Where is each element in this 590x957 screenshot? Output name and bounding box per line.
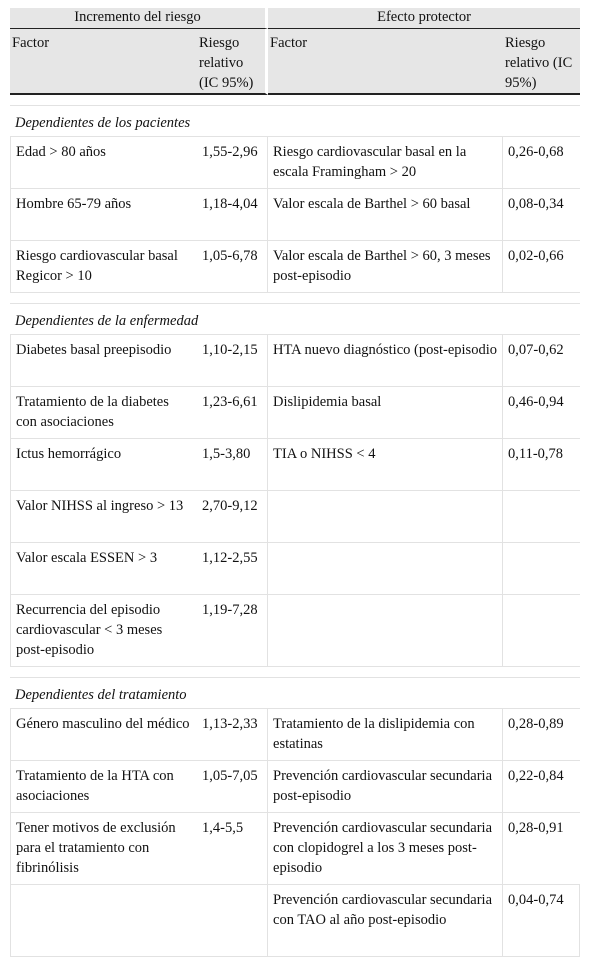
table-row: Valor NIHSS al ingreso > 13 2,70-9,12 <box>10 491 581 543</box>
risk-factor: Tratamiento de la HTA con asociaciones <box>10 761 197 813</box>
risk-rr: 1,4-5,5 <box>197 813 269 885</box>
protective-factor <box>268 595 504 667</box>
risk-rr: 2,70-9,12 <box>197 491 269 543</box>
protective-rr: 0,22-0,84 <box>503 761 581 813</box>
risk-factor: Tener motivos de exclusión para el trata… <box>10 813 197 885</box>
protective-factor: Prevención cardiovascular secundaria pos… <box>268 761 504 813</box>
protective-rr <box>503 491 581 543</box>
table-row: Ictus hemorrágico 1,5-3,80 TIA o NIHSS <… <box>10 439 581 491</box>
protective-factor: Dislipidemia basal <box>268 387 504 439</box>
table-row: Diabetes basal preepisodio 1,10-2,15 HTA… <box>10 335 581 387</box>
risk-factor: Hombre 65-79 años <box>10 189 197 241</box>
table-row: Riesgo cardiovascular basal Regicor > 10… <box>10 241 581 293</box>
group-header-protective: Efecto protector <box>268 8 581 29</box>
table-row: Género masculino del médico 1,13-2,33 Tr… <box>10 709 581 761</box>
protective-rr: 0,11-0,78 <box>503 439 581 491</box>
section-title: Dependientes de la enfermedad <box>10 304 581 335</box>
spacer-row <box>10 293 581 304</box>
protective-rr: 0,02-0,66 <box>503 241 581 293</box>
protective-factor: Valor escala de Barthel > 60, 3 meses po… <box>268 241 504 293</box>
group-header-row: Incremento del riesgo Efecto protector <box>10 8 581 29</box>
column-header-factor-right: Factor <box>268 29 504 95</box>
protective-rr: 0,07-0,62 <box>503 335 581 387</box>
section-row: Dependientes de la enfermedad <box>10 304 581 335</box>
protective-factor <box>268 543 504 595</box>
column-header-rr-right: Riesgo relativo (IC 95%) <box>503 29 581 95</box>
protective-factor: Tratamiento de la dislipidemia con estat… <box>268 709 504 761</box>
risk-rr: 1,10-2,15 <box>197 335 269 387</box>
protective-factor: Valor escala de Barthel > 60 basal <box>268 189 504 241</box>
table-row: Hombre 65-79 años 1,18-4,04 Valor escala… <box>10 189 581 241</box>
risk-factor: Valor escala ESSEN > 3 <box>10 543 197 595</box>
risk-factor <box>10 885 197 957</box>
spacer-row <box>10 95 581 106</box>
section-row: Dependientes del tratamiento <box>10 678 581 709</box>
table-row: Prevención cardiovascular secundaria con… <box>10 885 581 957</box>
risk-rr: 1,12-2,55 <box>197 543 269 595</box>
risk-rr: 1,19-7,28 <box>197 595 269 667</box>
risk-rr: 1,13-2,33 <box>197 709 269 761</box>
protective-rr <box>503 543 581 595</box>
protective-rr: 0,28-0,91 <box>503 813 581 885</box>
risk-rr: 1,55-2,96 <box>197 137 269 189</box>
risk-factor: Diabetes basal preepisodio <box>10 335 197 387</box>
risk-factor: Riesgo cardiovascular basal Regicor > 10 <box>10 241 197 293</box>
column-header-rr-left: Riesgo relativo (IC 95%) <box>197 29 269 95</box>
protective-rr: 0,28-0,89 <box>503 709 581 761</box>
risk-rr: 1,5-3,80 <box>197 439 269 491</box>
table-row: Edad > 80 años 1,55-2,96 Riesgo cardiova… <box>10 137 581 189</box>
risk-rr: 1,18-4,04 <box>197 189 269 241</box>
risk-factor: Recurrencia del episodio cardiovascular … <box>10 595 197 667</box>
protective-factor <box>268 491 504 543</box>
column-header-factor-left: Factor <box>10 29 197 95</box>
risk-rr <box>197 885 269 957</box>
risk-factors-table: Incremento del riesgo Efecto protector F… <box>10 8 581 957</box>
risk-factor: Ictus hemorrágico <box>10 439 197 491</box>
risk-rr: 1,05-7,05 <box>197 761 269 813</box>
risk-rr: 1,05-6,78 <box>197 241 269 293</box>
table-row: Tratamiento de la diabetes con asociacio… <box>10 387 581 439</box>
protective-rr: 0,46-0,94 <box>503 387 581 439</box>
protective-factor: Prevención cardiovascular secundaria con… <box>268 885 504 957</box>
risk-rr: 1,23-6,61 <box>197 387 269 439</box>
table-row: Tener motivos de exclusión para el trata… <box>10 813 581 885</box>
protective-rr <box>503 595 581 667</box>
protective-rr: 0,26-0,68 <box>503 137 581 189</box>
risk-factor: Edad > 80 años <box>10 137 197 189</box>
section-row: Dependientes de los pacientes <box>10 106 581 137</box>
table-row: Tratamiento de la HTA con asociaciones 1… <box>10 761 581 813</box>
group-header-increment: Incremento del riesgo <box>10 8 269 29</box>
protective-factor: HTA nuevo diagnóstico (post-episodio <box>268 335 504 387</box>
protective-rr: 0,04-0,74 <box>503 885 581 957</box>
protective-factor: Prevención cardiovascular secundaria con… <box>268 813 504 885</box>
table-row: Recurrencia del episodio cardiovascular … <box>10 595 581 667</box>
column-header-row: Factor Riesgo relativo (IC 95%) Factor R… <box>10 29 581 95</box>
section-title: Dependientes del tratamiento <box>10 678 581 709</box>
protective-factor: TIA o NIHSS < 4 <box>268 439 504 491</box>
section-title: Dependientes de los pacientes <box>10 106 581 137</box>
protective-factor: Riesgo cardiovascular basal en la escala… <box>268 137 504 189</box>
protective-rr: 0,08-0,34 <box>503 189 581 241</box>
table-row: Valor escala ESSEN > 3 1,12-2,55 <box>10 543 581 595</box>
risk-factor: Valor NIHSS al ingreso > 13 <box>10 491 197 543</box>
risk-factor: Tratamiento de la diabetes con asociacio… <box>10 387 197 439</box>
spacer-row <box>10 667 581 678</box>
risk-factor: Género masculino del médico <box>10 709 197 761</box>
